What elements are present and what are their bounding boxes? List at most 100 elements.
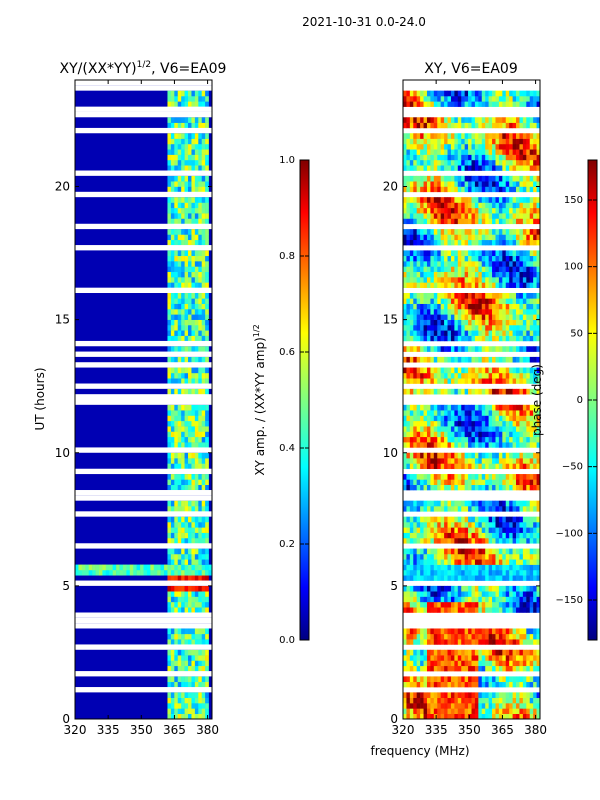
phase-cell [509,175,513,182]
phase-cell [502,681,507,688]
phase-cell [430,138,435,145]
phase-cell [406,713,411,720]
phase-cell [464,149,469,155]
phase-cell [522,277,527,283]
phase-cell [481,266,486,273]
phase-cell [440,90,445,97]
phase-cell [447,665,452,672]
phase-cell [492,527,496,533]
phase-cell [430,479,435,486]
phase-cell [516,149,520,155]
phase-cell [420,639,424,645]
amplitude-cell [177,463,182,470]
phase-cell [440,202,445,209]
phase-cell [433,628,438,635]
amplitude-cell [198,420,203,427]
phase-cell [498,575,503,581]
phase-cell [526,639,531,645]
amplitude-cell [184,708,189,714]
phase-cell [468,319,472,326]
phase-cell [423,633,428,640]
phase-cell [519,213,524,219]
phase-cell [454,479,459,486]
phase-cell [536,101,541,107]
amplitude-cell [198,154,203,161]
amplitude-cell [201,692,206,699]
phase-cell [478,367,483,374]
phase-cell [430,319,435,326]
amplitude-cell [188,159,192,166]
phase-cell [423,463,428,470]
amplitude-cell [188,639,192,645]
phase-cell [468,676,472,683]
phase-cell [488,415,493,422]
phase-cell [426,410,431,416]
amplitude-cell [188,713,192,720]
amplitude-cell [191,660,196,667]
phase-cell [403,372,407,379]
phase-cell [516,708,520,714]
phase-cell [471,553,476,560]
phase-cell [492,197,496,203]
phase-cell [522,298,527,304]
phase-cell [512,692,517,699]
phase-cell [485,516,489,523]
phase-cell [471,649,476,656]
phase-cell [526,431,531,438]
amplitude-cell [174,559,179,565]
phase-cell [450,261,455,267]
phase-cell [423,442,428,448]
phase-cell [502,442,507,448]
phase-cell [522,452,527,459]
phase-cell [495,122,500,129]
phase-cell [502,133,507,139]
phase-cell [457,484,462,491]
phase-cell [450,266,455,273]
phase-cell [495,154,500,161]
phase-cell [437,218,441,225]
phase-cell [426,458,431,464]
phase-cell [505,266,510,273]
amplitude-cell [167,655,172,661]
phase-cell [502,149,507,155]
phase-cell [457,708,462,714]
phase-cell [450,346,455,352]
phase-cell [522,218,527,225]
phase-cell [536,356,541,363]
phase-cell [447,607,452,613]
phase-cell [519,175,524,182]
phase-cell [420,521,424,528]
phase-cell [461,239,465,246]
phase-cell [516,649,520,656]
amplitude-cell [170,655,175,661]
phase-cell [492,303,496,310]
phase-cell [474,388,479,395]
phase-cell [450,207,455,214]
phase-cell [457,330,462,336]
phase-cell [440,479,445,486]
phase-cell [509,596,513,603]
amplitude-cell [177,516,182,523]
phase-cell [450,431,455,438]
phase-cell [478,410,483,416]
amplitude-cell [181,324,185,331]
phase-cell [492,378,496,384]
phase-cell [505,303,510,310]
phase-cell [536,346,541,352]
phase-colorbar-tick-label: 150 [564,195,583,206]
phase-cell [474,250,479,257]
phase-cell [420,388,424,395]
phase-cell [413,202,417,209]
phase-cell [495,335,500,342]
phase-cell [498,314,503,320]
phase-cell [485,601,489,608]
phase-cell [426,255,431,262]
phase-cell [519,665,524,672]
amplitude-cell [205,575,209,581]
phase-cell [420,703,424,709]
phase-cell [416,436,421,443]
phase-cell [522,229,527,235]
amplitude-cell [201,463,206,470]
phase-cell [474,133,479,139]
phase-cell [426,202,431,209]
